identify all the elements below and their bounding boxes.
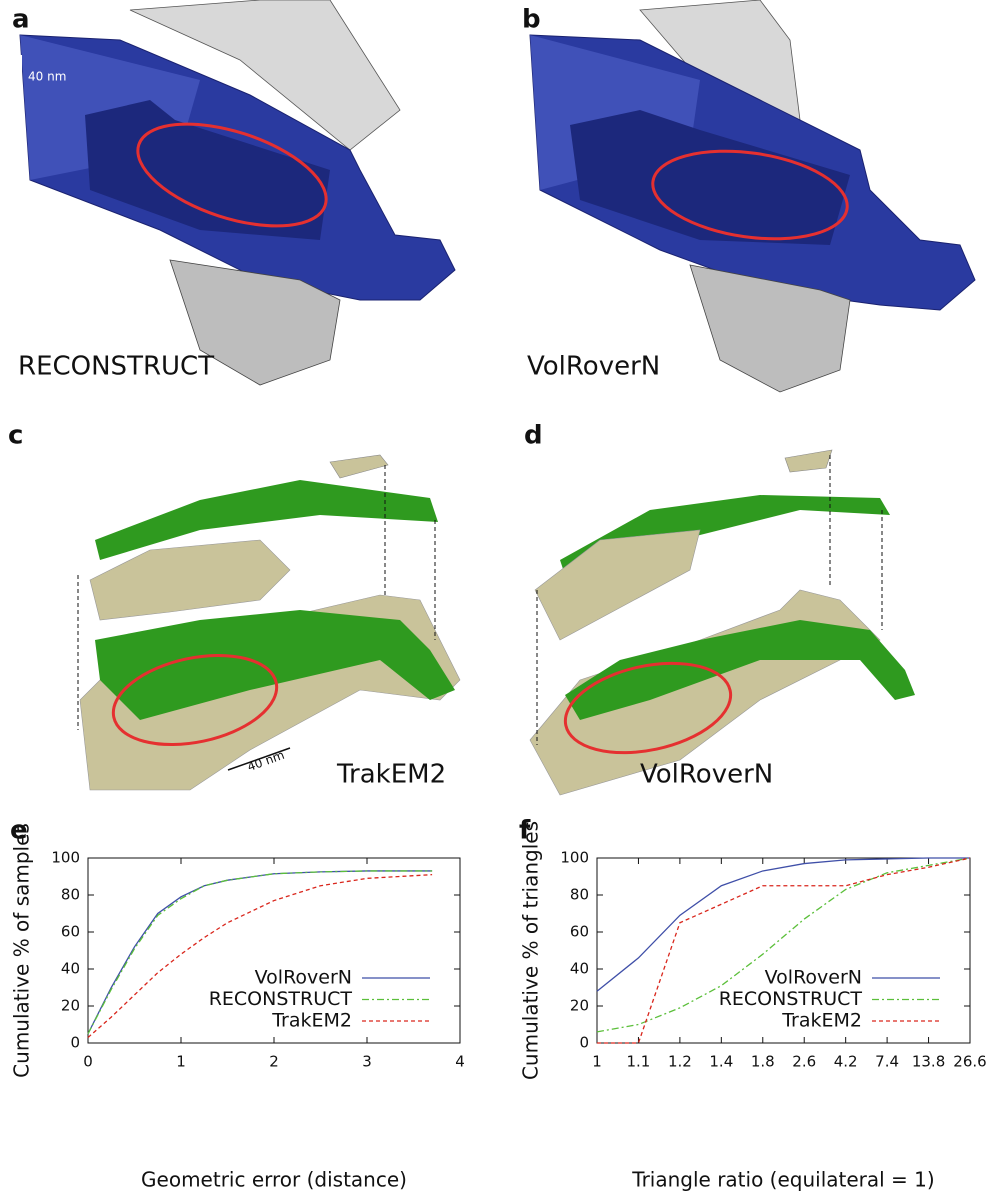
x-tick-label: 1.4 — [709, 1053, 733, 1071]
series-line — [87, 870, 433, 1035]
series-line — [596, 857, 970, 992]
y-tick-label: 0 — [70, 1034, 80, 1052]
x-tick-label: 3 — [362, 1053, 372, 1071]
panel-caption: VolRoverN — [527, 352, 660, 382]
y-tick-label: 40 — [570, 960, 589, 978]
panel-label: e — [10, 816, 28, 846]
x-tick-label: 13.8 — [912, 1053, 945, 1071]
panel-label: a — [12, 5, 30, 35]
panel-label: b — [522, 5, 541, 35]
series-line — [596, 857, 971, 1033]
y-axis-label: Cumulative % of triangles — [519, 821, 543, 1080]
y-tick-label: 100 — [560, 849, 589, 867]
x-tick-label: 4.2 — [834, 1053, 858, 1071]
panel-label: d — [524, 421, 543, 451]
y-tick-label: 60 — [570, 923, 589, 941]
x-axis-label: Geometric error (distance) — [141, 1168, 407, 1192]
y-axis-label: Cumulative % of samples — [10, 823, 34, 1078]
x-tick-label: 7.4 — [875, 1053, 899, 1071]
render-d — [529, 449, 915, 796]
y-tick-label: 80 — [61, 886, 80, 904]
y-tick-label: 60 — [61, 923, 80, 941]
x-tick-label: 1.8 — [751, 1053, 775, 1071]
legend-label: RECONSTRUCT — [719, 988, 863, 1010]
y-tick-label: 100 — [51, 849, 80, 867]
y-tick-label: 20 — [570, 997, 589, 1015]
plot-frame — [596, 857, 971, 1044]
y-tick-label: 20 — [61, 997, 80, 1015]
x-tick-label: 2 — [269, 1053, 279, 1071]
legend-label: RECONSTRUCT — [209, 988, 353, 1010]
series-line — [87, 874, 433, 1038]
x-tick-label: 1 — [176, 1053, 186, 1071]
x-tick-label: 1 — [592, 1053, 602, 1071]
x-tick-label: 1.1 — [627, 1053, 651, 1071]
panel-caption: VolRoverN — [640, 760, 773, 790]
panel-label: c — [8, 421, 23, 451]
x-tick-label: 1.2 — [668, 1053, 692, 1071]
panel-caption: TrakEM2 — [336, 760, 446, 790]
legend-label: TrakEM2 — [781, 1010, 862, 1032]
legend-label: VolRoverN — [255, 967, 352, 989]
scale-label: 40 nm — [245, 748, 286, 774]
legend-label: VolRoverN — [765, 967, 862, 989]
y-tick-label: 0 — [579, 1034, 589, 1052]
x-axis-label: Triangle ratio (equilateral = 1) — [631, 1168, 934, 1192]
x-tick-label: 2.6 — [792, 1053, 816, 1071]
panel-label: f — [519, 816, 531, 846]
y-tick-label: 80 — [570, 886, 589, 904]
series-line — [597, 857, 971, 1044]
render-b — [529, 0, 976, 393]
legend-label: TrakEM2 — [271, 1010, 352, 1032]
x-tick-label: 26.6 — [953, 1053, 986, 1071]
scale-label: 40 nm — [28, 70, 66, 84]
x-tick-label: 4 — [455, 1053, 465, 1071]
render-a — [18, 0, 456, 386]
panel-caption: RECONSTRUCT — [18, 352, 214, 382]
render-c — [77, 454, 461, 791]
x-tick-label: 0 — [83, 1053, 93, 1071]
y-tick-label: 40 — [61, 960, 80, 978]
